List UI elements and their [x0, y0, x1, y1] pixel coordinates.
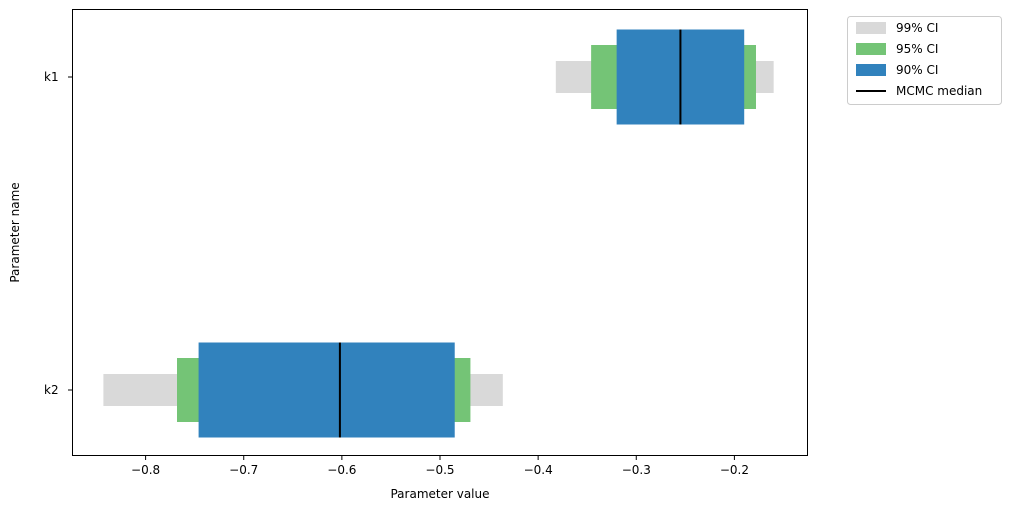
x-tick-label: −0.3: [622, 463, 651, 477]
legend: 99% CI 95% CI 90% CI MCMC median: [847, 16, 1002, 105]
legend-label: 99% CI: [896, 21, 938, 35]
median-lines: [338, 29, 682, 438]
x-axis-label: Parameter value: [390, 487, 489, 501]
y-tick-label: k2: [44, 383, 59, 397]
x-axis-ticks: −0.8 −0.7 −0.6 −0.5 −0.4 −0.3 −0.2: [131, 456, 749, 477]
y-axis-ticks: k1 k2: [44, 70, 72, 397]
x-tick-label: −0.4: [524, 463, 553, 477]
plot-area-frame: [72, 9, 808, 456]
y-axis-label: Parameter name: [8, 182, 22, 282]
interval-bars: [103, 29, 774, 438]
x-tick-label: −0.7: [229, 463, 258, 477]
legend-label: MCMC median: [896, 84, 982, 98]
legend-items: 99% CI 95% CI 90% CI MCMC median: [856, 21, 982, 98]
legend-swatch: [856, 43, 886, 55]
x-tick-label: −0.2: [720, 463, 749, 477]
x-tick-label: −0.8: [131, 463, 160, 477]
legend-swatch: [856, 64, 886, 76]
legend-box: [847, 16, 1002, 105]
y-tick-label: k1: [44, 70, 59, 84]
bar-k2-90-ci: [198, 342, 455, 438]
legend-label: 95% CI: [896, 42, 938, 56]
x-tick-label: −0.6: [327, 463, 356, 477]
legend-label: 90% CI: [896, 63, 938, 77]
x-tick-label: −0.5: [425, 463, 454, 477]
legend-swatch: [856, 22, 886, 34]
